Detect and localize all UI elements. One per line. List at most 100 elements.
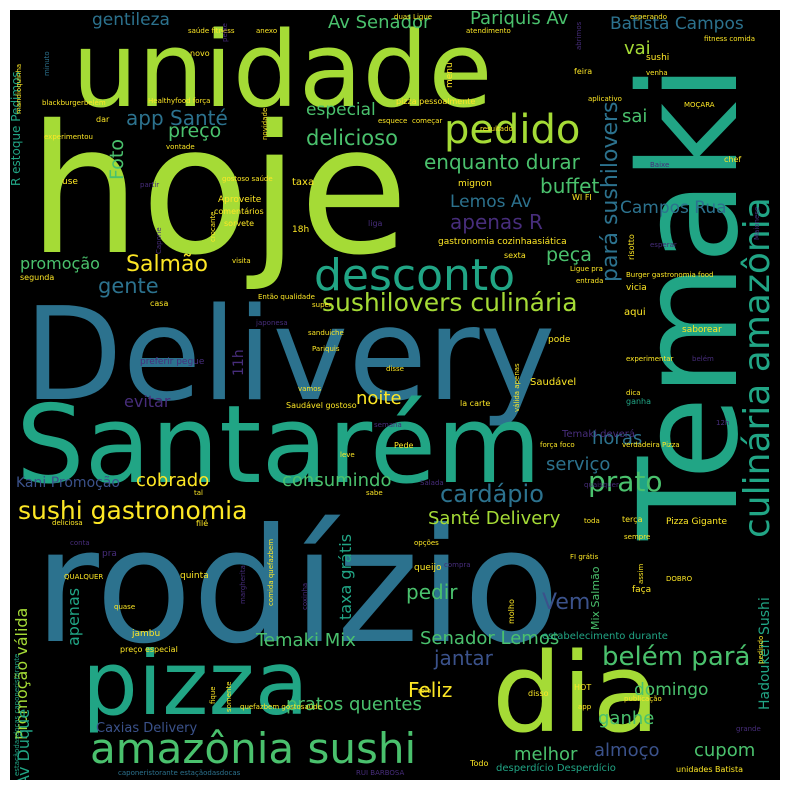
word-domingo: domingo bbox=[634, 680, 709, 700]
word-jantar: jantar bbox=[434, 646, 493, 670]
word-11h: 11h bbox=[231, 349, 247, 376]
word-venha: venha bbox=[646, 69, 668, 77]
word-dobro: DOBRO bbox=[666, 575, 693, 583]
word-senador-lemos: Senador Lemos bbox=[420, 628, 560, 649]
word-culinaria-amazonia: culinária amazônia bbox=[737, 197, 778, 538]
word-salmao: Salmão bbox=[126, 252, 208, 277]
word-unidade: unidade bbox=[72, 10, 493, 131]
word-belem-para: belém pará bbox=[602, 642, 751, 672]
word-pedindo: pedindo bbox=[757, 635, 765, 664]
word-batista-campos: Batista Campos bbox=[610, 14, 744, 34]
word-grande: grande bbox=[736, 725, 761, 733]
word-desconto: desconto bbox=[314, 250, 516, 301]
word-esquece: esquece bbox=[378, 117, 408, 125]
word-wifi: WI FI bbox=[572, 193, 592, 202]
word-leve: leve bbox=[340, 451, 355, 459]
word-somente: somente bbox=[225, 681, 233, 712]
word-unidades-batista: unidades Batista bbox=[676, 765, 744, 774]
word-ganha: ganha bbox=[626, 397, 652, 406]
word-vamos: vamos bbox=[298, 385, 322, 393]
word-comentarios: comentários bbox=[214, 207, 264, 216]
word-dia: dia bbox=[492, 629, 660, 757]
word-sanduiche: sanduíche bbox=[308, 329, 344, 337]
word-apenas-r: apenas R bbox=[450, 210, 543, 234]
word-quase: quase bbox=[114, 603, 136, 611]
word-fi-gratis: FI grátis bbox=[570, 553, 599, 561]
word-caponeristorante: caponeristorante estaçãodasdocas bbox=[118, 769, 241, 777]
word-resultado: resultado bbox=[480, 125, 513, 133]
word-comecar: começar bbox=[412, 117, 443, 125]
word-healthy: Healthyfood força bbox=[148, 97, 211, 105]
word-para-sushilovers: pará sushilovers bbox=[598, 101, 623, 282]
word-partir: partir bbox=[140, 181, 160, 189]
word-visita: visita bbox=[232, 257, 251, 265]
word-av-senador: Av Senador bbox=[328, 12, 431, 33]
word-fique: fique bbox=[209, 686, 217, 704]
word-santarem: Santarém bbox=[16, 383, 542, 508]
word-preferir: preferir pegue bbox=[140, 357, 205, 367]
word-assim: assim bbox=[637, 563, 645, 584]
word-casa: casa bbox=[150, 299, 169, 308]
word-pedido: pedido bbox=[444, 107, 581, 153]
word-aqui: aqui bbox=[624, 307, 646, 318]
word-prato: prato bbox=[588, 465, 663, 498]
word-gentileza: gentileza bbox=[92, 10, 170, 30]
word-baixe: Baixe bbox=[650, 161, 670, 169]
word-gostoso-saude: gostoso saúde bbox=[222, 175, 273, 183]
word-forca-foco: força foco bbox=[540, 441, 575, 449]
word-vem: Vem bbox=[542, 590, 591, 615]
word-desperdicio: desperdício Desperdício bbox=[496, 763, 616, 774]
word-experimentar: experimentar bbox=[626, 355, 674, 363]
word-hoje: hoje bbox=[28, 87, 409, 294]
word-terca: terça bbox=[622, 515, 643, 524]
word-delivery: Delivery bbox=[24, 281, 556, 430]
word-molho: molho bbox=[507, 599, 516, 624]
word-faca: faça bbox=[632, 585, 652, 595]
word-menu: menu bbox=[445, 62, 455, 88]
word-mix-salmao: Mix Salmão bbox=[589, 566, 602, 630]
word-especial: especial bbox=[306, 100, 376, 120]
word-apenas: apenas bbox=[64, 587, 83, 646]
word-taxa: taxa bbox=[292, 177, 315, 188]
word-pra: pra bbox=[102, 549, 117, 559]
word-aproveite: Aproveite bbox=[218, 195, 262, 205]
word-delicioso: delicioso bbox=[306, 126, 398, 150]
word-saudavel: Saudável bbox=[530, 377, 577, 388]
word-pode: pode bbox=[548, 335, 571, 345]
word-hot: HOT bbox=[574, 683, 592, 692]
word-qualquer: QUALQUER bbox=[64, 573, 104, 581]
word-vai: vai bbox=[624, 38, 651, 59]
word-noite: noite bbox=[356, 388, 402, 409]
word-enquanto-durar: enquanto durar bbox=[424, 150, 580, 174]
word-pedimos-small: peixe bbox=[221, 23, 229, 42]
word-minuto: minuto bbox=[43, 51, 51, 76]
word-vontade: vontade bbox=[166, 143, 195, 151]
word-peca: peça bbox=[546, 244, 592, 266]
word-toda: toda bbox=[584, 517, 600, 525]
word-use: use bbox=[62, 177, 78, 187]
word-esperando: esperando bbox=[630, 13, 668, 21]
word-jambu: jambu bbox=[132, 629, 161, 639]
word-promocao: promoção bbox=[20, 254, 100, 273]
word-rui-barbosa: RUI BARBOSA bbox=[356, 769, 405, 777]
word-sante-delivery: Santé Delivery bbox=[428, 508, 561, 529]
word-compra: compra bbox=[444, 561, 471, 569]
word-sushi-gastronomia: sushi gastronomia bbox=[18, 496, 248, 525]
word-file: filé bbox=[196, 519, 209, 528]
word-gente: gente bbox=[98, 274, 159, 298]
word-estacaodasdocas: estaçãodasdocas caponeristorante bbox=[13, 653, 21, 776]
word-liga: liga bbox=[368, 219, 383, 228]
word-esperar: esperar bbox=[650, 241, 677, 249]
word-ganhe: ganhe bbox=[598, 708, 655, 729]
word-preco: preço bbox=[168, 120, 222, 142]
word-pariquis-av: Pariquis Av bbox=[470, 10, 569, 29]
word-segunda: segunda bbox=[20, 273, 55, 282]
word-todo: Todo bbox=[470, 759, 489, 768]
word-novidade: novidade bbox=[261, 107, 269, 140]
word-saude-fitness: saúde fitness bbox=[188, 27, 235, 35]
word-horas: horas bbox=[592, 428, 643, 449]
word-mocara: MOÇARA bbox=[684, 101, 715, 109]
word-mignon: mignon bbox=[458, 179, 492, 189]
word-entao: Então qualidade bbox=[258, 293, 315, 301]
word-pizza-pessoalmente: pizza pessoalmente bbox=[396, 97, 476, 106]
